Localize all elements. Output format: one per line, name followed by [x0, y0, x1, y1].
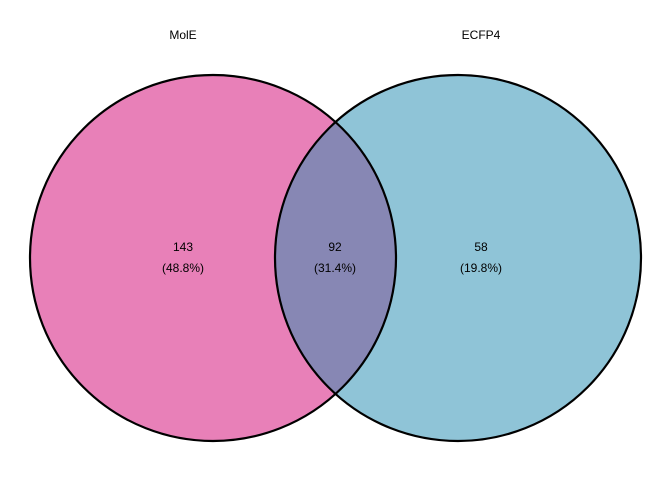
region-percent: (19.8%) [460, 261, 502, 275]
region-count: 58 [474, 240, 488, 254]
set-label: ECFP4 [462, 28, 501, 42]
region-count: 143 [173, 240, 193, 254]
set-outline [28, 73, 398, 443]
overlap-region [275, 75, 396, 441]
region-percent: (48.8%) [162, 261, 204, 275]
set-label: MolE [169, 28, 196, 42]
set-outline [273, 73, 643, 443]
region-count: 92 [328, 240, 342, 254]
region-percent: (31.4%) [314, 261, 356, 275]
